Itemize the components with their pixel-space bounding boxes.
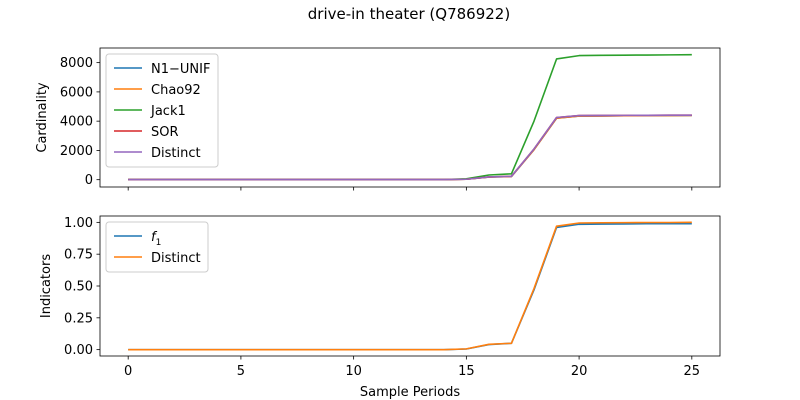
y-axis-label: Indicators bbox=[39, 254, 54, 318]
y-axis-label: Cardinality bbox=[35, 82, 50, 153]
legend-label-sor: SOR bbox=[151, 125, 179, 140]
series-line-distinct bbox=[128, 114, 692, 181]
y-tick-label: 4000 bbox=[60, 115, 93, 130]
legend-label-f1: f1 bbox=[151, 230, 161, 248]
cardinality-subplot: 0 2000 4000 6000 8000 Cardinality N1−UNIF Chao9… bbox=[35, 47, 721, 191]
y-tick-label: 1.00 bbox=[64, 216, 93, 231]
legend-label-n1-unif: N1−UNIF bbox=[151, 62, 210, 77]
y-tick-label: 0 bbox=[85, 173, 93, 188]
x-tick-label: 10 bbox=[345, 364, 362, 379]
series-line-distinct bbox=[128, 221, 692, 351]
legend-box bbox=[105, 53, 219, 168]
y-tick-label: 0.75 bbox=[64, 248, 93, 263]
figure-title: drive-in theater (Q786922) bbox=[308, 5, 510, 23]
legend-label-chao92: Chao92 bbox=[151, 83, 201, 98]
y-tick-label: 0.50 bbox=[64, 280, 93, 295]
y-tick-label: 2000 bbox=[60, 144, 93, 159]
legend-box bbox=[105, 221, 209, 273]
y-tick-label: 8000 bbox=[60, 56, 93, 71]
indicators-subplot: 0.00 0.25 0.50 0.75 1.00 0 5 10 15 20 25 Indicators… bbox=[39, 215, 721, 400]
series-line-f1 bbox=[128, 222, 692, 351]
y-tick-label: 0.00 bbox=[64, 343, 93, 358]
legend-label-distinct: Distinct bbox=[151, 251, 201, 266]
x-axis-label: Sample Periods bbox=[360, 385, 460, 400]
axes-frame bbox=[99, 47, 721, 188]
x-tick-label: 0 bbox=[124, 364, 132, 379]
x-tick-label: 25 bbox=[684, 364, 701, 379]
x-tick-label: 20 bbox=[571, 364, 588, 379]
x-tick-label: 15 bbox=[458, 364, 475, 379]
x-tick-label: 5 bbox=[237, 364, 245, 379]
y-tick-label: 6000 bbox=[60, 85, 93, 100]
legend-label-jack1: Jack1 bbox=[150, 104, 186, 119]
legend-label-distinct: Distinct bbox=[151, 146, 201, 161]
y-tick-label: 0.25 bbox=[64, 311, 93, 326]
